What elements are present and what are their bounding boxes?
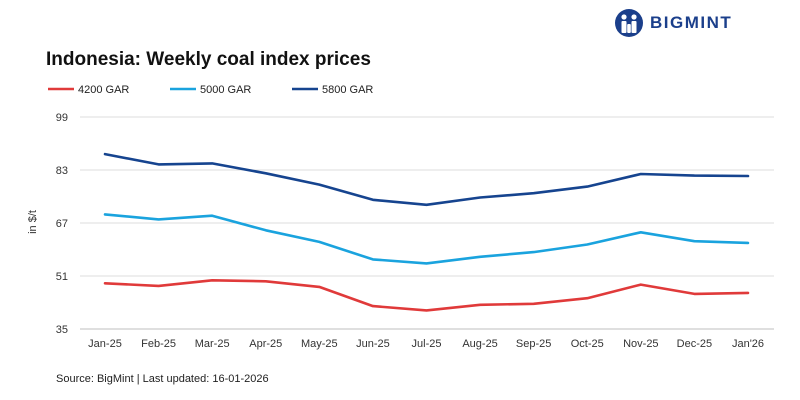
- brand-logo: BIGMINT: [614, 8, 732, 38]
- x-tick-label: Aug-25: [462, 338, 497, 350]
- chart-title: Indonesia: Weekly coal index prices: [46, 49, 371, 70]
- bigmint-logo-icon: [615, 9, 643, 37]
- series-line-5800-gar: [103, 152, 750, 207]
- x-tick-label: Dec-25: [677, 338, 712, 350]
- y-tick-label: 67: [56, 218, 68, 230]
- source-note: Source: BigMint | Last updated: 16-01-20…: [56, 373, 269, 385]
- series-line-4200-gar: [103, 278, 750, 312]
- y-tick-label: 35: [56, 324, 68, 336]
- x-tick-label: Jun-25: [356, 338, 390, 350]
- legend-label: 5800 GAR: [322, 84, 373, 96]
- x-tick-label: Mar-25: [195, 338, 230, 350]
- x-tick-label: Nov-25: [623, 338, 658, 350]
- legend: 4200 GAR 5000 GAR 5800 GAR: [48, 84, 373, 96]
- x-tick-label: Apr-25: [249, 338, 282, 350]
- x-tick-label: May-25: [301, 338, 338, 350]
- y-axis-label: in $/t: [27, 210, 39, 234]
- grid-layer: [80, 116, 774, 330]
- x-tick-label: Jan-25: [88, 338, 122, 350]
- y-tick-label: 51: [56, 271, 68, 283]
- y-tick-label: 99: [56, 112, 68, 124]
- x-tick-label: Jul-25: [412, 338, 442, 350]
- x-tick-label: Jan'26: [732, 338, 764, 350]
- brand-name: BIGMINT: [650, 13, 733, 32]
- y-tick-label: 83: [56, 165, 68, 177]
- legend-label: 4200 GAR: [78, 84, 129, 96]
- x-tick-label: Oct-25: [571, 338, 604, 350]
- legend-label: 5000 GAR: [200, 84, 251, 96]
- x-tick-label: Sep-25: [516, 338, 551, 350]
- series-line-5000-gar: [103, 213, 750, 265]
- x-axis: Jan-25 Feb-25 Mar-25 Apr-25 May-25 Jun-25 Jul-…: [88, 338, 764, 350]
- series-layer: [103, 152, 750, 312]
- y-axis: 35 51 67 83 99: [56, 112, 68, 336]
- x-tick-label: Feb-25: [141, 338, 176, 350]
